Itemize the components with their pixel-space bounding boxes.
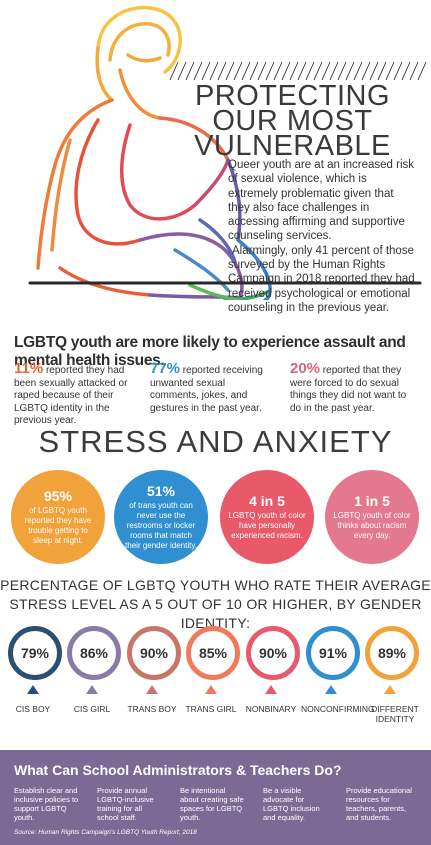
triangle-marker-icon [265, 685, 277, 694]
stat-item: 11% reported they had been sexually atta… [14, 360, 139, 428]
intro-paragraph: Alarmingly, only 41 percent of those sur… [228, 244, 415, 314]
footer-tip: Provide educational resources for teache… [346, 786, 412, 822]
hero-title-line: VULNERABLE [194, 130, 391, 162]
gender-label: CIS GIRL [73, 704, 111, 714]
circle-text: LGBTQ youth of color have personally exp… [228, 511, 306, 540]
circle-text: of trans youth can never use the restroo… [125, 501, 197, 550]
circle-text: LGBTQ youth of color thinks about racism… [333, 511, 411, 540]
circle-value: 1 in 5 [354, 493, 390, 509]
gender-ring: 86% [67, 626, 121, 680]
stat-percent: 77% [150, 360, 181, 377]
footer-tip: Establish clear and inclusive policies t… [14, 786, 79, 822]
section-headline: LGBTQ youth are more likely to experienc… [14, 334, 406, 369]
gender-label: DIFFERENT IDENTITY [371, 704, 419, 724]
gender-label: NONCONFIRMING [301, 704, 375, 714]
hero-title-line: OUR MOST [212, 105, 373, 137]
gender-ring: 89% [365, 626, 419, 680]
triangle-marker-icon [146, 685, 158, 694]
triangle-marker-icon [86, 685, 98, 694]
gender-ring: 79% [8, 626, 62, 680]
circle-value: 95% [43, 488, 73, 504]
stat-item: 77% reported receiving unwanted sexual c… [150, 360, 275, 415]
stat-circle: 1 in 5 LGBTQ youth of color thinks about… [325, 470, 419, 564]
gender-label: CIS BOY [15, 704, 51, 714]
stat-percent: 11% [14, 360, 44, 377]
triangle-marker-icon [325, 685, 337, 694]
triangle-marker-icon [384, 685, 396, 694]
stat-circle: 51% of trans youth can never use the res… [114, 470, 208, 564]
intro-paragraph: Queer youth are at an increased risk of … [228, 159, 415, 243]
gender-ring: 85% [186, 626, 240, 680]
gender-stress-title: PERCENTAGE OF LGBTQ YOUTH WHO RATE THEIR… [0, 576, 431, 633]
intro-text: Queer youth are at an increased risk of … [228, 158, 418, 315]
stat-text: reported that they were forced to do sex… [290, 365, 407, 414]
stat-item: 20% reported that they were forced to do… [290, 360, 415, 415]
gender-ring: 91% [306, 626, 360, 680]
triangle-marker-icon [27, 685, 39, 694]
hero-title: PROTECTING OUR MOST VULNERABLE [170, 80, 415, 162]
hero-title-line: PROTECTING [194, 80, 391, 112]
triangle-marker-icon [205, 685, 217, 694]
footer-title: What Can School Administrators & Teacher… [14, 762, 342, 778]
source-note: Source: Human Rights Campaign's LGBTQ Yo… [14, 829, 197, 836]
stat-text: reported they had been sexually attacked… [14, 365, 128, 426]
rainbow-figure-illustration [28, 5, 427, 300]
stat-percent: 20% [290, 360, 321, 377]
gender-label: TRANS BOY [127, 704, 177, 714]
stress-title: STRESS AND ANXIETY [38, 424, 393, 459]
stat-circle: 95% of LGBTQ youth reported they have tr… [11, 470, 105, 564]
footer-tip: Be a visible advocate for LGBTQ inclusio… [263, 786, 320, 822]
gender-label: NONBINARY [245, 704, 297, 714]
circle-value: 51% [146, 483, 176, 499]
gender-ring: 90% [246, 626, 300, 680]
footer-tip: Be intentional about creating safe space… [180, 786, 244, 822]
circle-value: 4 in 5 [249, 493, 285, 509]
gender-stress-title-line: STRESS LEVEL AS A 5 OUT OF 10 OR HIGHER,… [9, 596, 422, 631]
gender-ring: 90% [127, 626, 181, 680]
stat-text: reported receiving unwanted sexual comme… [150, 365, 263, 414]
footer-panel [0, 750, 431, 845]
footer-tip: Provide annual LGBTQ-inclusive training … [97, 786, 154, 822]
gender-label: TRANS GIRL [185, 704, 237, 714]
stat-circle: 4 in 5 LGBTQ youth of color have persona… [220, 470, 314, 564]
circle-text: of LGBTQ youth reported they have troubl… [24, 506, 92, 545]
gender-stress-title-line: PERCENTAGE OF LGBTQ YOUTH WHO RATE THEIR… [0, 577, 431, 593]
